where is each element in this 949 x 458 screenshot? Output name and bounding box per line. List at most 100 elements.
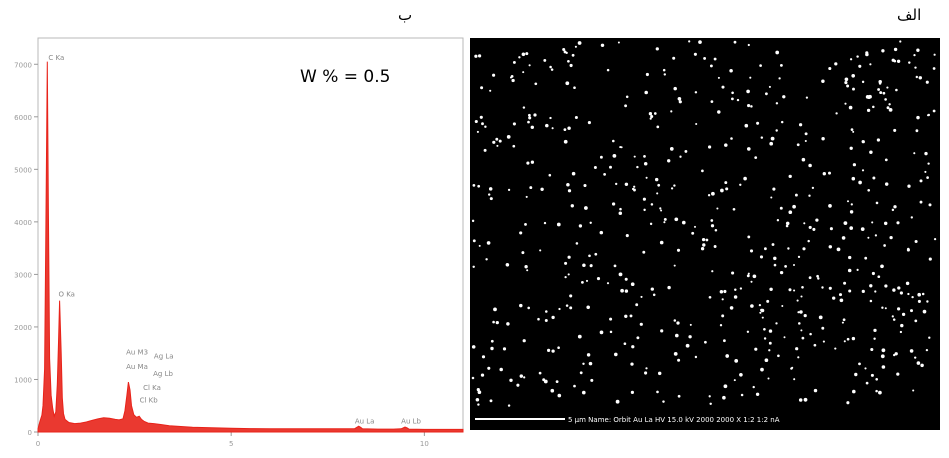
element-dot — [516, 383, 520, 387]
element-dot — [495, 320, 499, 325]
element-dot — [565, 304, 569, 307]
element-dot — [499, 367, 503, 372]
scale-bar-text: 5 µm Name: Orbit Au La HV 15.0 kV 2000 2… — [568, 416, 780, 424]
element-dot — [609, 317, 613, 321]
element-dot — [723, 339, 726, 343]
element-dot — [808, 194, 811, 197]
element-dot — [498, 139, 502, 143]
element-dot — [800, 329, 803, 332]
element-dot — [600, 43, 605, 48]
element-dot — [558, 307, 561, 311]
element-dot — [495, 137, 499, 141]
element-dot — [766, 299, 770, 303]
element-dot — [850, 203, 853, 206]
element-dot — [775, 322, 778, 325]
element-dot — [567, 189, 572, 193]
element-dot — [875, 201, 879, 205]
element-dot — [585, 279, 589, 282]
element-dot — [490, 339, 494, 343]
element-dot — [808, 163, 812, 168]
element-dot — [750, 105, 753, 108]
element-dot — [471, 376, 475, 380]
element-dot — [640, 295, 643, 298]
element-dot — [797, 356, 800, 359]
x-tick-label-10: 10 — [420, 440, 429, 448]
element-dot — [701, 169, 704, 173]
element-dot — [758, 303, 762, 307]
element-dot — [527, 306, 530, 310]
element-dot — [575, 242, 579, 245]
element-dot — [822, 340, 825, 343]
element-dot — [813, 388, 818, 393]
element-dot — [908, 61, 911, 64]
element-dot — [618, 211, 623, 215]
element-dot — [693, 52, 697, 56]
element-dot — [864, 367, 867, 370]
element-dot — [733, 295, 738, 299]
element-dot — [731, 97, 734, 101]
element-dot — [642, 197, 646, 201]
element-dot — [507, 188, 511, 192]
element-dot — [521, 52, 526, 57]
element-dot — [677, 96, 682, 101]
element-dot — [801, 286, 804, 289]
element-dot — [708, 395, 711, 398]
element-dot — [599, 230, 604, 235]
element-dot — [609, 165, 612, 169]
element-dot — [721, 314, 725, 318]
element-dot — [792, 204, 796, 209]
element-dot — [685, 343, 690, 348]
element-dot — [599, 330, 604, 335]
element-dot — [739, 287, 743, 290]
element-dot — [865, 95, 870, 99]
element-dot — [797, 311, 800, 314]
element-dot — [775, 102, 779, 105]
element-dot — [477, 403, 480, 406]
element-dot — [884, 158, 888, 162]
element-dot — [883, 244, 886, 247]
element-dot — [846, 337, 850, 341]
element-dot — [799, 310, 803, 314]
element-dot — [852, 87, 855, 91]
element-dot — [746, 89, 750, 94]
element-dot — [684, 149, 688, 153]
y-tick-label-3000: 3000 — [14, 271, 32, 279]
element-dot — [733, 40, 737, 44]
element-dot — [844, 81, 848, 85]
element-dot — [746, 274, 750, 278]
element-dot — [624, 277, 628, 281]
element-dot — [667, 285, 671, 290]
element-dot — [933, 237, 937, 241]
peak-label-4: Ag La — [154, 352, 174, 360]
element-dot — [721, 85, 725, 89]
element-dot — [759, 64, 762, 67]
element-dot — [713, 57, 717, 61]
element-dot — [662, 68, 666, 72]
element-dot — [858, 180, 862, 185]
element-dot — [710, 224, 715, 228]
element-dot — [551, 315, 555, 320]
element-dot — [798, 123, 803, 127]
element-dot — [821, 326, 825, 330]
element-dot — [673, 352, 678, 356]
element-dot — [475, 398, 480, 402]
element-dot — [505, 263, 510, 267]
element-dot — [871, 271, 875, 276]
element-dot — [915, 129, 919, 133]
element-dot — [788, 174, 792, 179]
element-dot — [828, 245, 833, 249]
y-tick-label-0: 0 — [28, 429, 32, 437]
element-dot — [557, 346, 560, 350]
element-dot — [613, 352, 618, 357]
element-dot — [653, 112, 657, 115]
element-dot — [928, 203, 932, 207]
element-dot — [650, 114, 654, 119]
element-dot — [564, 275, 567, 279]
element-dot — [803, 313, 807, 318]
element-dot — [657, 371, 662, 376]
element-dot — [759, 255, 764, 259]
element-dot — [636, 165, 639, 169]
element-dot — [476, 388, 480, 392]
element-dot — [784, 265, 787, 268]
element-dot — [792, 263, 796, 267]
